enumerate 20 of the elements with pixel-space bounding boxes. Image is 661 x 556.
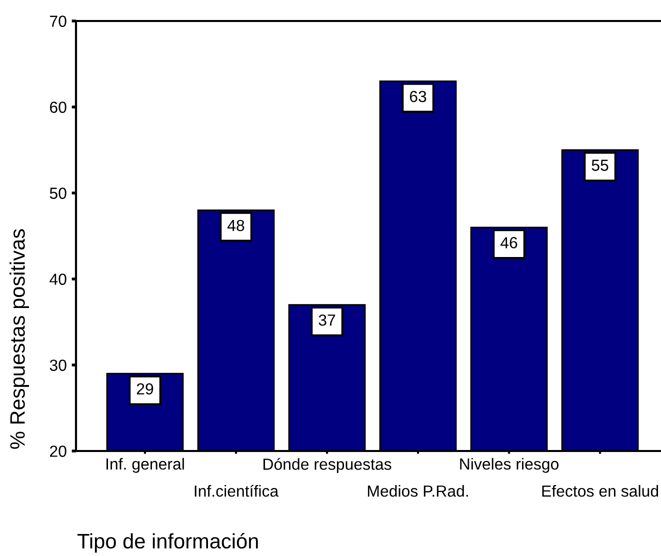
x-axis-title: Tipo de información bbox=[77, 533, 258, 553]
y-tick-label: 40 bbox=[50, 274, 66, 285]
data-label: 63 bbox=[410, 90, 426, 102]
x-tick-label: Niveles riesgo bbox=[460, 458, 559, 473]
y-axis-title: % Respuestas positivas bbox=[10, 229, 29, 449]
y-tick-label: 50 bbox=[50, 188, 66, 199]
y-tick-label: 20 bbox=[50, 446, 66, 457]
x-tick-label: Inf. general bbox=[106, 458, 184, 473]
data-label: 55 bbox=[592, 160, 608, 171]
data-label: 37 bbox=[318, 314, 336, 326]
x-tick-label: Efectos en salud bbox=[542, 485, 658, 497]
x-tick-label: Inf.científica bbox=[194, 484, 279, 497]
data-label: 29 bbox=[136, 383, 154, 395]
x-tick-label: Medios P.Rad. bbox=[368, 485, 468, 497]
x-tick-label: Dónde respuestas bbox=[264, 458, 392, 474]
data-label: 46 bbox=[500, 237, 518, 248]
data-label: 48 bbox=[227, 220, 244, 232]
y-tick-label: 30 bbox=[50, 360, 66, 371]
y-tick-label: 70 bbox=[50, 16, 66, 27]
y-tick-label: 60 bbox=[50, 102, 66, 113]
